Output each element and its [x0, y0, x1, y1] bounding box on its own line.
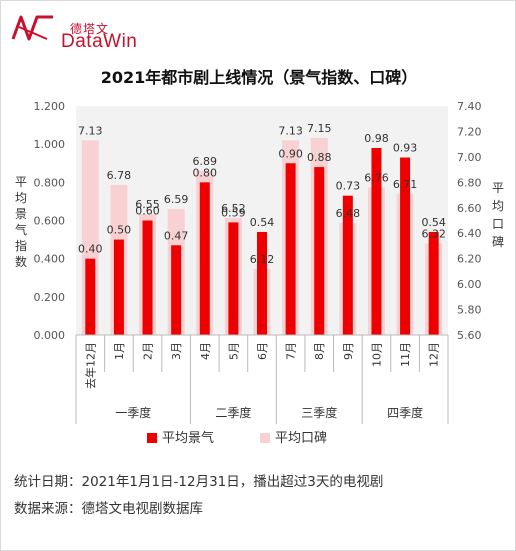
- logo-text-cn: 德塔文: [70, 22, 110, 36]
- data-label-平均景气: 0.54: [421, 216, 446, 229]
- bar-平均景气: [228, 222, 239, 335]
- data-label-平均口碑: 6.32: [421, 227, 446, 240]
- bar-平均景气: [314, 167, 325, 335]
- data-label-平均景气: 0.54: [250, 216, 275, 229]
- bar-平均景气: [113, 239, 124, 335]
- legend-label-平均景气: 平均景气: [162, 430, 214, 446]
- bar-平均景气: [85, 258, 96, 335]
- y2-tick-label: 6.80: [457, 176, 482, 189]
- data-label-平均口碑: 6.12: [250, 253, 275, 266]
- y-axis-title-char: 指: [15, 238, 27, 253]
- bar-平均景气: [199, 182, 210, 335]
- stat-date-line: 统计日期：2021年1月1日-12月31日，播出超过3天的电视剧: [14, 474, 384, 490]
- chart-svg: 1.200 1.000 0.800 0.600 0.400 0.200 0.000 7.40 7…: [15, 100, 504, 446]
- data-label-平均口碑: 6.76: [364, 171, 389, 184]
- y-tick-label: 0.600: [34, 215, 66, 228]
- y2-tick-label: 7.20: [457, 125, 482, 138]
- data-label-平均景气: 0.47: [164, 229, 189, 242]
- x-tick-label: 1月: [113, 342, 126, 360]
- y2-tick-label: 7.40: [457, 100, 482, 113]
- bar-平均景气: [342, 195, 353, 335]
- y2-tick-label: 6.00: [457, 278, 482, 291]
- x-tick-label: 5月: [227, 342, 240, 360]
- x-tick-label: 3月: [170, 342, 183, 360]
- y2-tick-label: 5.80: [457, 304, 482, 317]
- y-tick-label: 1.200: [34, 100, 66, 113]
- legend-swatch-平均口碑: [260, 433, 270, 443]
- bar-平均景气: [371, 147, 382, 335]
- quarter-label: 一季度: [115, 405, 151, 420]
- x-tick-label: 7月: [285, 342, 298, 360]
- data-label-平均口碑: 6.78: [107, 169, 132, 182]
- y-tick-label: 0.400: [34, 253, 66, 266]
- y2-tick-label: 7.00: [457, 151, 482, 164]
- y-axis-title-char: 均: [15, 191, 27, 205]
- quarter-label: 三季度: [301, 405, 337, 420]
- y2-tick-label: 6.20: [457, 253, 482, 266]
- bar-平均景气: [142, 220, 153, 335]
- x-tick-label: 6月: [256, 342, 269, 360]
- y2-axis-title-char: 均: [492, 199, 504, 213]
- data-label-平均口碑: 6.52: [221, 202, 246, 215]
- data-label-平均景气: 0.73: [336, 180, 361, 193]
- data-label-平均景气: 0.93: [393, 142, 418, 155]
- source-line: 数据来源：德塔文电视剧数据库: [14, 501, 203, 517]
- x-tick-label: 去年12月: [83, 342, 97, 389]
- data-label-平均口碑: 6.55: [135, 198, 160, 211]
- data-label-平均景气: 0.98: [364, 132, 389, 145]
- data-label-平均景气: 0.40: [78, 243, 103, 256]
- datawin-logo: 德塔文 DataWin: [9, 9, 149, 52]
- data-label-平均景气: 0.88: [307, 151, 332, 164]
- data-label-平均口碑: 6.59: [164, 193, 189, 206]
- bar-平均景气: [428, 231, 439, 335]
- data-label-平均口碑: 7.15: [307, 122, 332, 135]
- y2-axis-title-char: 口: [492, 217, 504, 231]
- x-tick-label: 4月: [199, 342, 212, 360]
- bar-平均景气: [285, 163, 296, 335]
- bar-平均景气: [171, 245, 182, 335]
- x-tick-label: 8月: [313, 342, 326, 360]
- y2-tick-label: 6.40: [457, 227, 482, 240]
- y2-tick-label: 5.60: [457, 329, 482, 342]
- y2-axis-title-char: 碑: [492, 234, 504, 249]
- data-label-平均景气: 0.59: [221, 206, 246, 219]
- y-tick-label: 0.200: [34, 291, 66, 304]
- quarter-label: 二季度: [215, 405, 251, 420]
- bar-平均景气: [257, 231, 267, 335]
- x-tick-label: 10月: [370, 342, 383, 367]
- chart-title: 2021年都市剧上线情况（景气指数、口碑）: [100, 68, 418, 87]
- x-tick-label: 11月: [399, 342, 412, 367]
- y-tick-label: 0.800: [34, 176, 66, 189]
- x-tick-label: 9月: [342, 342, 355, 360]
- x-tick-label: 12月: [428, 342, 441, 367]
- data-label-平均景气: 0.80: [193, 166, 218, 179]
- y-axis-title-char: 平: [15, 175, 27, 189]
- data-label-平均口碑: 7.13: [278, 124, 303, 137]
- data-label-平均口碑: 7.13: [78, 124, 103, 137]
- x-tick-label: 2月: [142, 342, 155, 360]
- logo-text-en: DataWin: [61, 31, 138, 52]
- datawin-logo-mark: [11, 15, 53, 41]
- quarter-label: 四季度: [387, 405, 423, 420]
- data-label-平均景气: 0.90: [278, 147, 303, 160]
- y-tick-label: 0.000: [34, 329, 66, 342]
- y-axis-title-char: 气: [15, 222, 27, 237]
- legend-swatch-平均景气: [147, 433, 157, 443]
- bar-平均景气: [400, 157, 411, 335]
- data-label-平均口碑: 6.71: [393, 178, 418, 191]
- y-tick-label: 1.000: [34, 138, 66, 151]
- y2-tick-label: 6.60: [457, 202, 482, 215]
- data-label-平均口碑: 6.89: [193, 155, 218, 168]
- legend-label-平均口碑: 平均口碑: [275, 430, 327, 446]
- data-label-平均景气: 0.50: [107, 224, 132, 237]
- data-label-平均景气: 0.60: [135, 205, 160, 218]
- data-label-平均口碑: 6.48: [336, 207, 361, 220]
- y-axis-title-char: 数: [15, 254, 27, 269]
- y2-axis-title-char: 平: [492, 181, 504, 195]
- y-axis-title-char: 景: [15, 207, 27, 221]
